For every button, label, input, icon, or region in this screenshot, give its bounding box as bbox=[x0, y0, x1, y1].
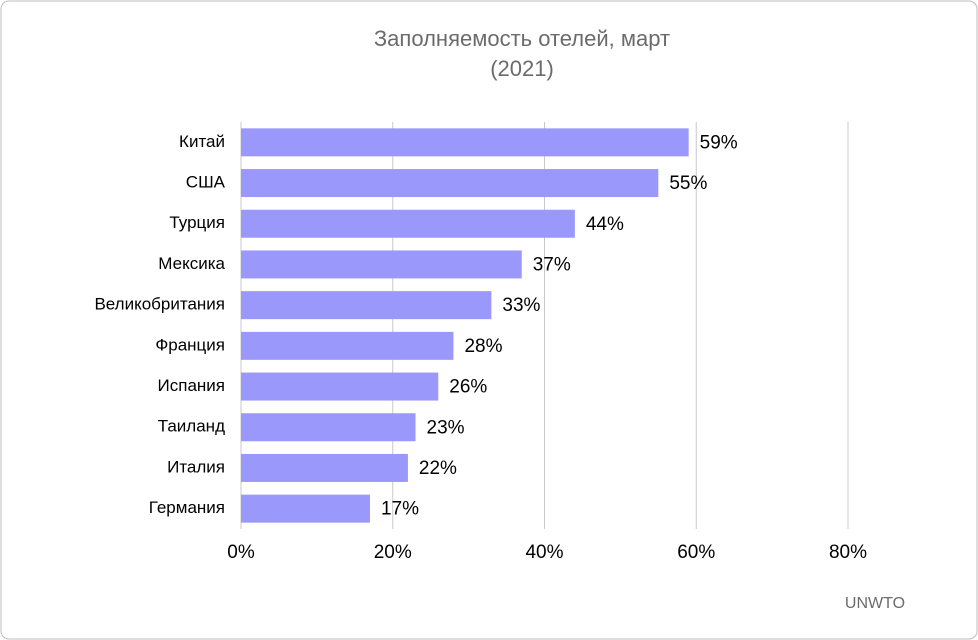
bar bbox=[241, 169, 659, 198]
value-label: 17% bbox=[381, 499, 419, 520]
y-tick-label: Италия bbox=[167, 457, 225, 476]
y-tick-label: Таиланд bbox=[158, 417, 225, 436]
value-label: 33% bbox=[502, 295, 540, 316]
bar bbox=[241, 372, 439, 401]
bar bbox=[241, 453, 408, 482]
value-label: 55% bbox=[669, 173, 707, 194]
source: UNWTO bbox=[845, 595, 905, 612]
x-tick-label: 60% bbox=[677, 542, 715, 563]
bar bbox=[241, 331, 454, 360]
x-tick-label: 80% bbox=[829, 542, 867, 563]
x-tick-label: 20% bbox=[374, 542, 412, 563]
x-tick-label: 0% bbox=[227, 542, 255, 563]
bar bbox=[241, 209, 575, 238]
value-label: 23% bbox=[427, 417, 465, 438]
x-tick-label: 40% bbox=[525, 542, 563, 563]
bar bbox=[241, 413, 416, 442]
y-tick-label: Китай bbox=[179, 132, 225, 151]
value-label: 37% bbox=[533, 254, 571, 275]
bar bbox=[241, 291, 492, 320]
chart-subtitle: (2021) bbox=[490, 56, 554, 81]
chart-title: Заполняемость отелей, март bbox=[374, 26, 670, 51]
y-tick-label: США bbox=[186, 173, 226, 192]
value-label: 44% bbox=[586, 214, 624, 235]
y-tick-label: Испания bbox=[158, 376, 225, 395]
value-label: 28% bbox=[464, 336, 502, 357]
y-tick-label: Великобритания bbox=[94, 295, 225, 314]
bar bbox=[241, 128, 689, 157]
value-label: 59% bbox=[700, 132, 738, 153]
value-label: 22% bbox=[419, 458, 457, 479]
y-tick-label: Франция bbox=[155, 335, 225, 354]
y-tick-label: Турция bbox=[169, 213, 225, 232]
y-tick-label: Мексика bbox=[158, 254, 225, 273]
bar bbox=[241, 250, 522, 279]
value-label: 26% bbox=[449, 377, 487, 398]
bar bbox=[241, 494, 370, 523]
y-tick-label: Германия bbox=[149, 498, 225, 517]
